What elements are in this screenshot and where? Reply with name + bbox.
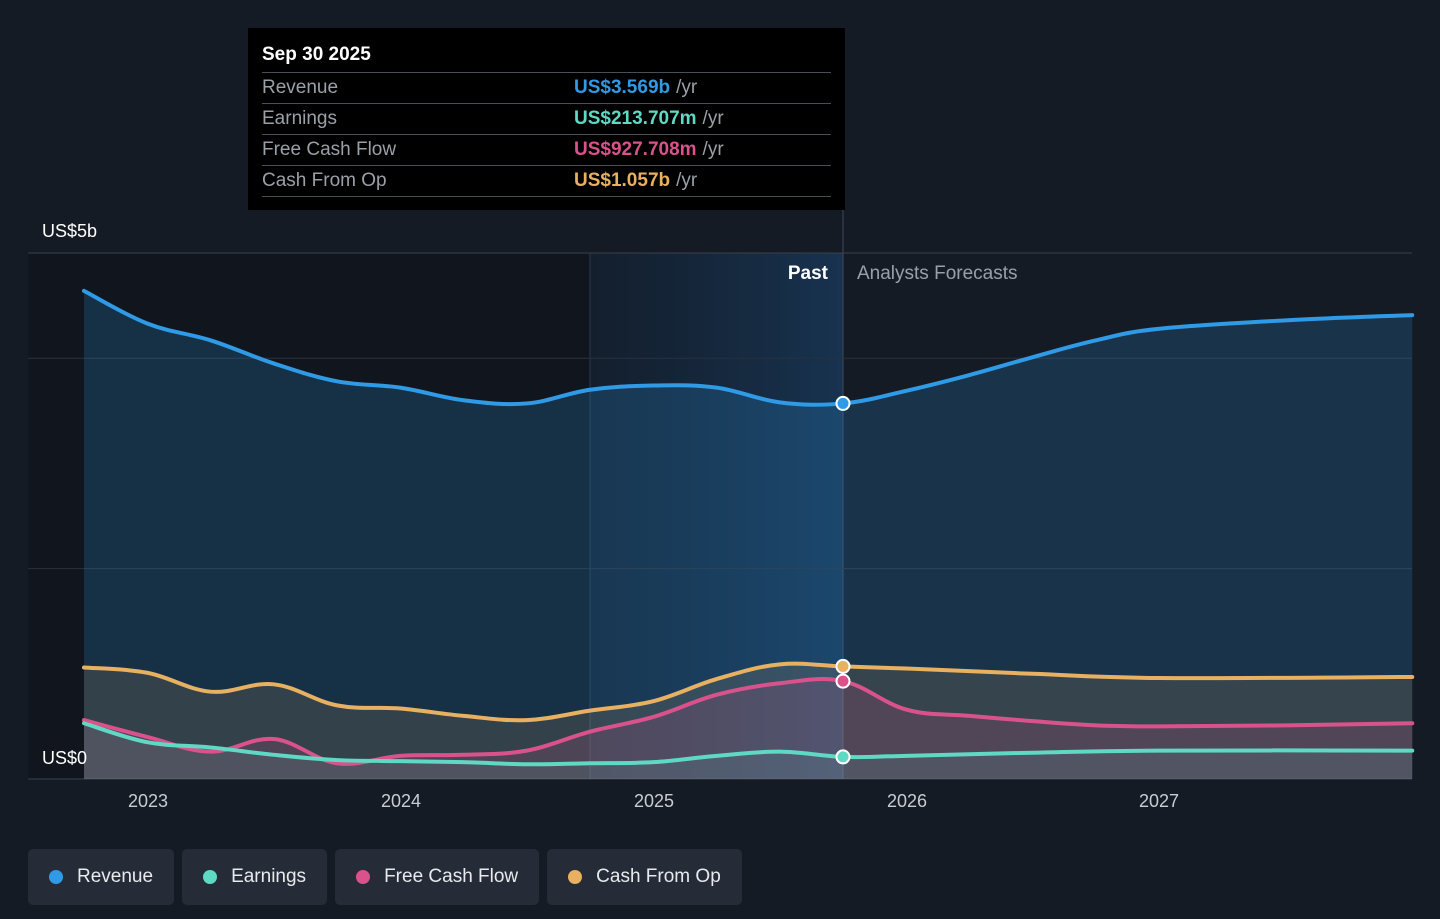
tooltip-label: Earnings [262, 108, 337, 129]
tooltip-unit: /yr [702, 108, 724, 129]
forecast-label: Analysts Forecasts [857, 263, 1018, 284]
tooltip-unit: /yr [676, 77, 698, 98]
legend-item-revenue[interactable]: Revenue [28, 849, 175, 905]
cash-from-op-dot-icon [568, 870, 583, 884]
tooltip: Sep 30 2025 Revenue US$3.569b /yr Earnin… [248, 28, 845, 210]
tooltip-value: US$1.057b [574, 170, 671, 191]
legend-item-earnings[interactable]: Earnings [182, 849, 328, 905]
tooltip-value: US$213.707m [574, 108, 697, 129]
revenue-line [82, 288, 1415, 407]
legend: Revenue Earnings Free Cash Flow Cash Fro… [28, 849, 742, 905]
x-tick-label-2027: 2027 [1138, 791, 1180, 811]
free-cash-flow-area [84, 679, 1413, 779]
earnings-area [84, 723, 1413, 779]
x-tick-label-2026: 2026 [886, 791, 928, 811]
revenue-area [84, 290, 1413, 779]
tooltip-label: Revenue [262, 77, 339, 98]
cash-from-op-line [82, 661, 1415, 723]
tooltip-unit: /yr [702, 139, 724, 160]
legend-item-free-cash-flow[interactable]: Free Cash Flow [335, 849, 540, 905]
cash-from-op-marker [835, 658, 851, 674]
tooltip-date: Sep 30 2025 [262, 44, 371, 65]
past-label: Past [787, 263, 828, 284]
legend-label: Earnings [231, 866, 307, 887]
earnings-marker [835, 749, 851, 765]
tooltip-label: Free Cash Flow [262, 139, 397, 160]
highlight-band [590, 253, 843, 779]
tooltip-row-cash-from-op: Cash From Op US$1.057b /yr [262, 165, 831, 197]
x-tick-label-2023: 2023 [127, 791, 169, 811]
x-tick-label-2025: 2025 [633, 791, 675, 811]
revenue-dot-icon [49, 870, 63, 884]
legend-label: Revenue [77, 866, 154, 887]
tooltip-unit: /yr [676, 170, 698, 191]
free-cash-flow-line [82, 677, 1415, 766]
legend-label: Free Cash Flow [384, 866, 519, 887]
free-cash-flow-dot-icon [356, 870, 371, 884]
tooltip-row-revenue: Revenue US$3.569b /yr [262, 72, 831, 103]
tooltip-value: US$927.708m [574, 139, 697, 160]
earnings-line [82, 721, 1415, 767]
free-cash-flow-marker [835, 673, 851, 689]
tooltip-row-free-cash-flow: Free Cash Flow US$927.708m /yr [262, 134, 831, 165]
revenue-marker [835, 395, 851, 411]
tooltip-label: Cash From Op [262, 170, 387, 191]
legend-label: Cash From Op [596, 866, 721, 887]
earnings-dot-icon [203, 870, 218, 884]
tooltip-value: US$3.569b [574, 77, 671, 98]
legend-item-cash-from-op[interactable]: Cash From Op [547, 849, 742, 905]
x-tick-label-2024: 2024 [380, 791, 422, 811]
y-tick-label-top: US$5b [42, 221, 98, 241]
tooltip-row-earnings: Earnings US$213.707m /yr [262, 103, 831, 134]
y-tick-label-zero: US$0 [42, 748, 88, 768]
